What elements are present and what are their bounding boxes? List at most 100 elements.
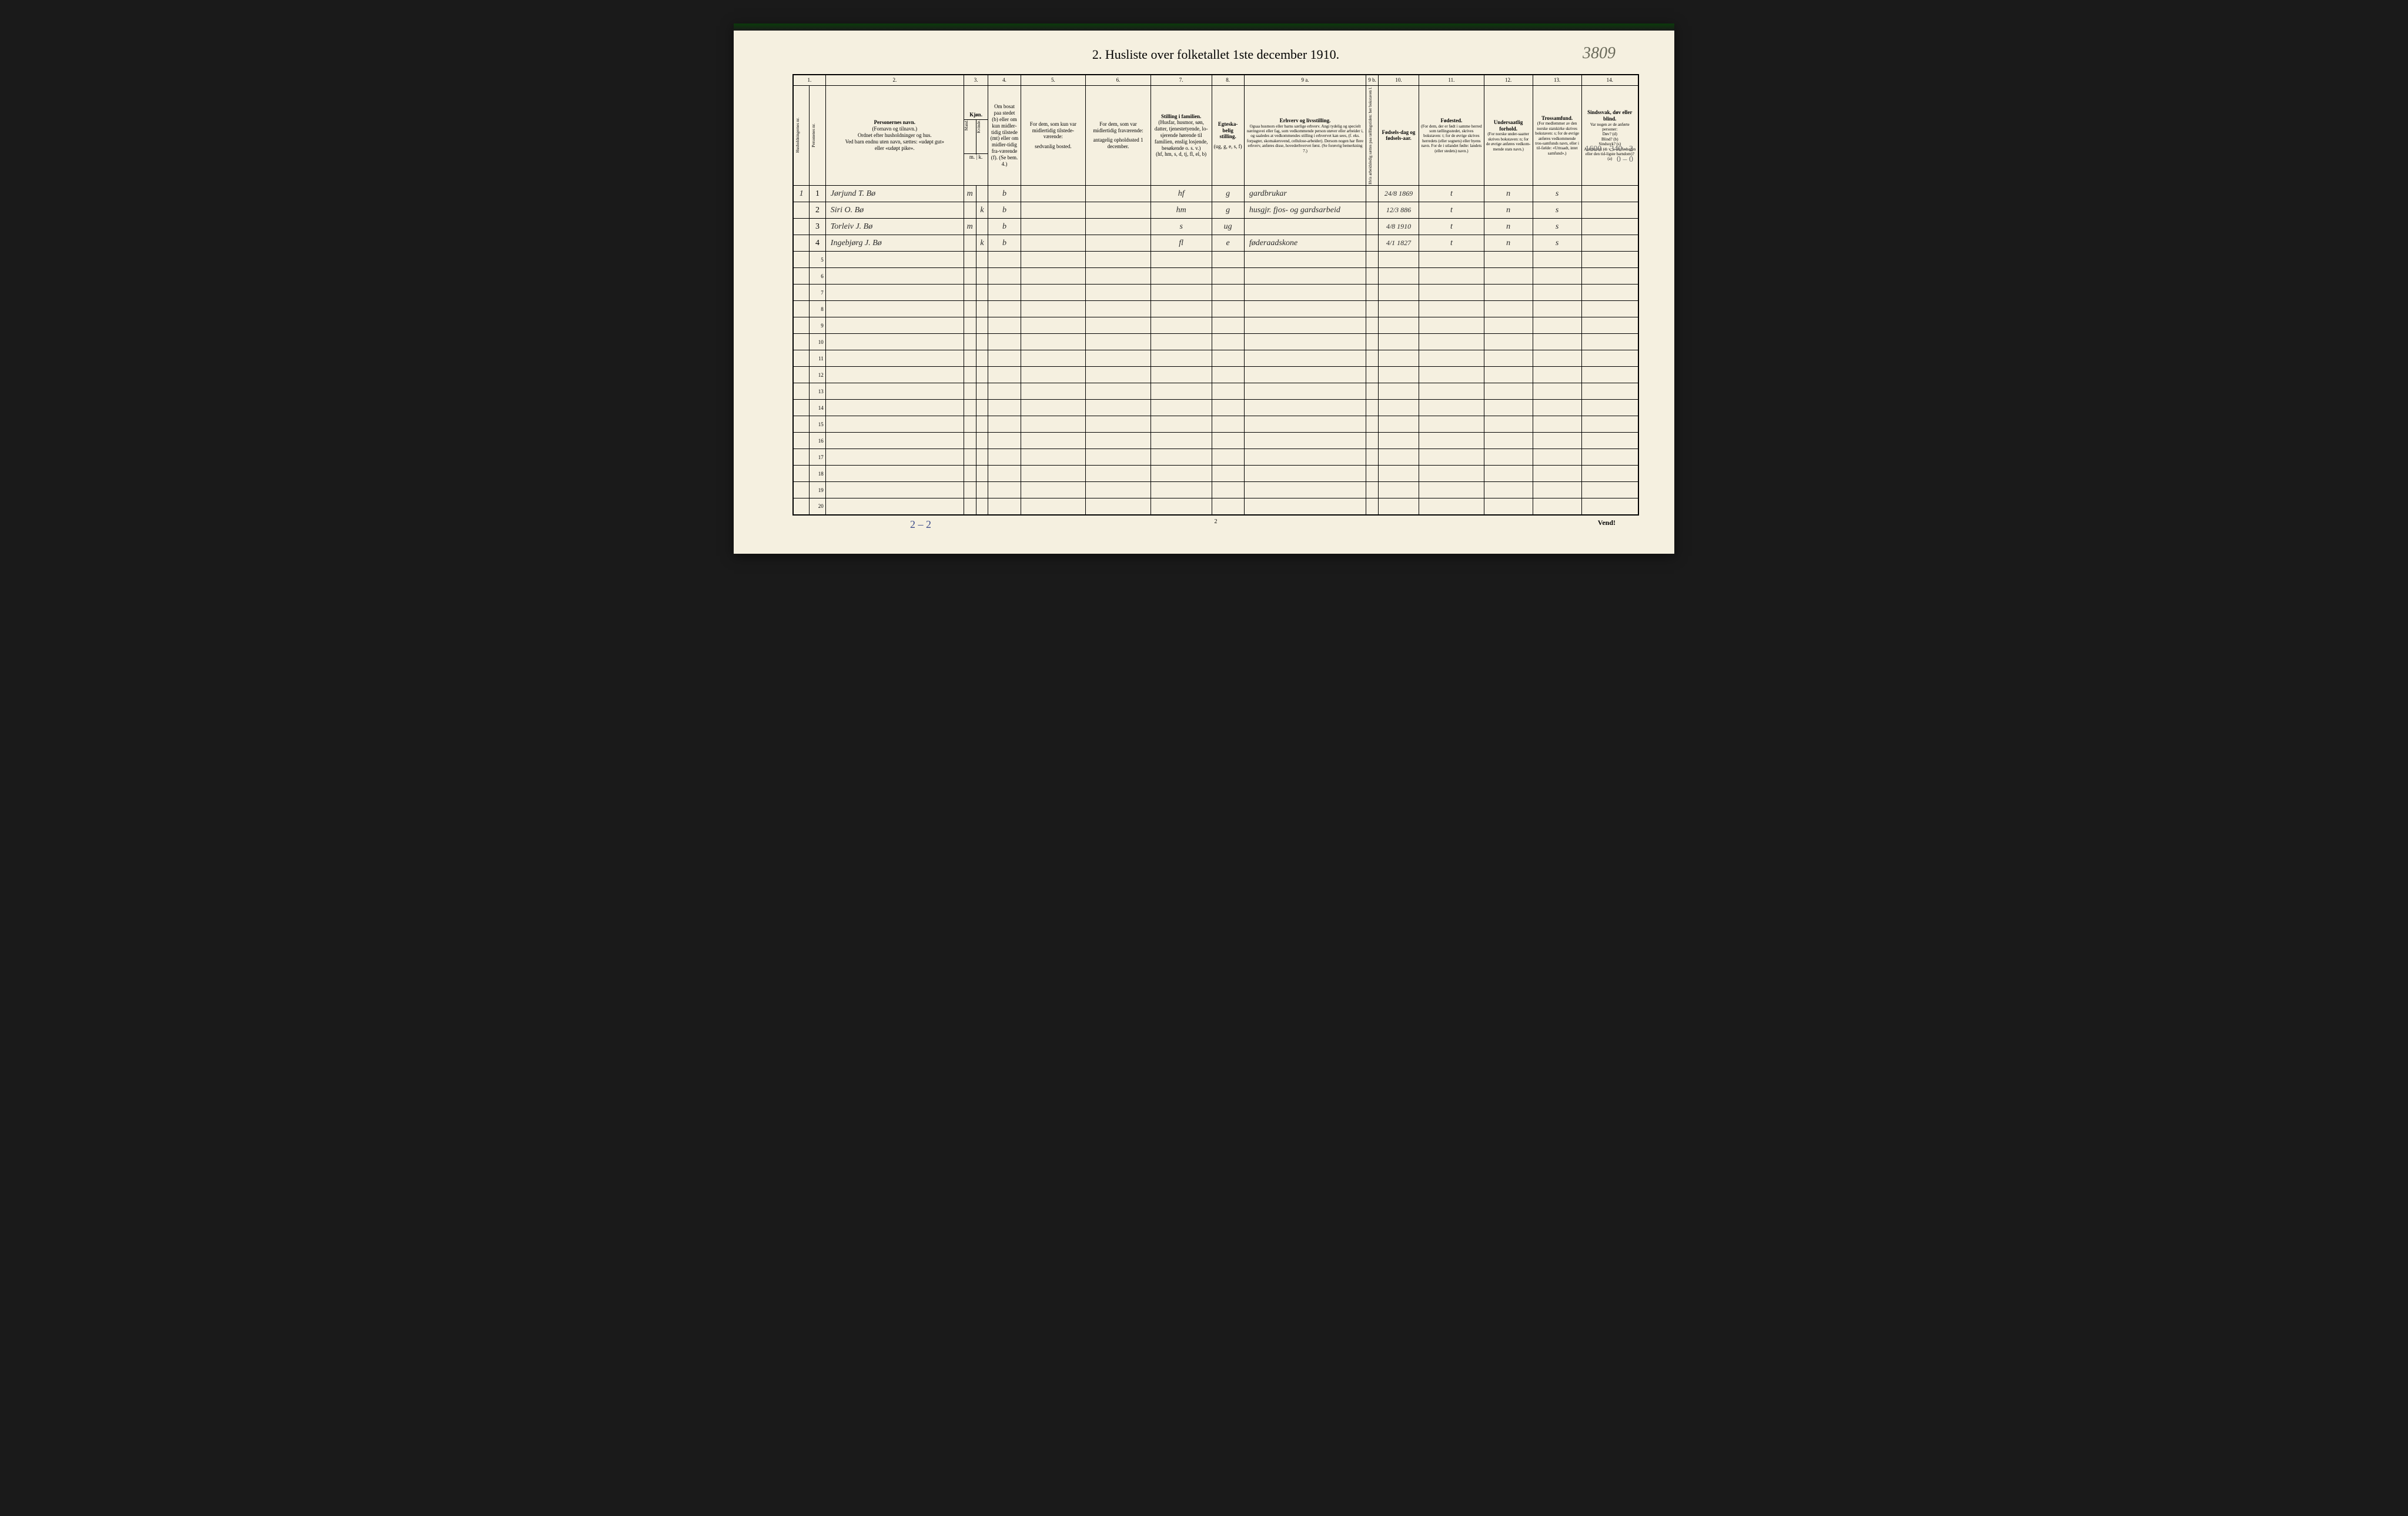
colnum-6: 6. — [1086, 75, 1151, 85]
cell — [1484, 400, 1533, 416]
cell — [1378, 449, 1419, 466]
person-num: 2 — [810, 202, 826, 219]
h12-nationality: Undersaatlig forhold. (For norske under-… — [1484, 85, 1533, 186]
cell — [976, 350, 988, 367]
table-row: 2 Siri O. Bø k b hm g husgjr. fjos- og g… — [793, 202, 1638, 219]
sex-m — [964, 202, 976, 219]
cell — [1378, 416, 1419, 433]
cell — [1378, 317, 1419, 334]
cell — [1086, 252, 1151, 268]
cell — [1021, 498, 1086, 515]
cell — [1581, 367, 1638, 383]
colnum-1: 1. — [793, 75, 825, 85]
cell — [964, 416, 976, 433]
cell — [1366, 301, 1379, 317]
cell — [825, 268, 964, 285]
h11-birthplace: Fødested. (For dem, der er født i samme … — [1419, 85, 1484, 186]
cell — [1021, 367, 1086, 383]
cell — [976, 466, 988, 482]
cell — [1151, 466, 1212, 482]
cell — [1419, 498, 1484, 515]
cell — [1021, 334, 1086, 350]
cell — [1151, 482, 1212, 498]
person-num: 11 — [810, 350, 826, 367]
h5-tempvisit: For dem, som kun var midlertidig tilsted… — [1021, 85, 1086, 186]
cell — [976, 268, 988, 285]
person-name: Jørjund T. Bø — [825, 186, 964, 202]
cell — [1366, 317, 1379, 334]
cell — [1533, 383, 1581, 400]
cell — [1151, 433, 1212, 449]
cell — [1151, 350, 1212, 367]
cell — [1086, 367, 1151, 383]
cell — [1378, 482, 1419, 498]
cell — [1366, 334, 1379, 350]
cell — [1212, 466, 1244, 482]
cell — [1021, 449, 1086, 466]
cell — [988, 383, 1021, 400]
cell — [1244, 498, 1366, 515]
cell — [964, 334, 976, 350]
table-row-empty: 7 — [793, 285, 1638, 301]
nationality: n — [1484, 235, 1533, 252]
cell — [1581, 449, 1638, 466]
cell — [1378, 252, 1419, 268]
cell — [976, 482, 988, 498]
cell — [1244, 433, 1366, 449]
person-num: 5 — [810, 252, 826, 268]
cell — [1419, 449, 1484, 466]
cell — [1484, 252, 1533, 268]
household-num — [793, 400, 810, 416]
unemployed — [1366, 202, 1379, 219]
cell — [1581, 482, 1638, 498]
h9b-unemployed: Hvis arbeidsledig sættes paa tællingstid… — [1366, 85, 1379, 186]
cell — [988, 367, 1021, 383]
table-row-empty: 13 — [793, 383, 1638, 400]
sex-m: m — [964, 219, 976, 235]
household-num — [793, 416, 810, 433]
cell — [1212, 400, 1244, 416]
household-num — [793, 285, 810, 301]
cell — [1212, 449, 1244, 466]
cell — [1581, 285, 1638, 301]
cell — [1533, 482, 1581, 498]
household-num — [793, 252, 810, 268]
nationality: n — [1484, 202, 1533, 219]
cell — [1086, 466, 1151, 482]
cell — [1021, 400, 1086, 416]
cell — [1378, 285, 1419, 301]
colnum-3: 3. — [964, 75, 988, 85]
sex-k — [976, 186, 988, 202]
household-num — [793, 367, 810, 383]
cell — [1419, 383, 1484, 400]
temp-visit — [1021, 202, 1086, 219]
cell — [1086, 433, 1151, 449]
cell — [1244, 252, 1366, 268]
occupation: husgjr. fjos- og gardsarbeid — [1244, 202, 1366, 219]
cell — [1378, 301, 1419, 317]
sex-k — [976, 219, 988, 235]
cell — [976, 498, 988, 515]
cell — [1151, 301, 1212, 317]
cell — [988, 466, 1021, 482]
cell — [825, 285, 964, 301]
household-num — [793, 466, 810, 482]
cell — [825, 334, 964, 350]
presence: b — [988, 235, 1021, 252]
cell — [1212, 383, 1244, 400]
household-num — [793, 350, 810, 367]
margin-note-2: 0 – 0 — [1585, 155, 1633, 165]
header-number-row: 1. 2. 3. 4. 5. 6. 7. 8. 9 a. 9 b. 10. 11… — [793, 75, 1638, 85]
colnum-14: 14. — [1581, 75, 1638, 85]
person-num: 1 — [810, 186, 826, 202]
cell — [825, 383, 964, 400]
table-row-empty: 17 — [793, 449, 1638, 466]
household-num — [793, 235, 810, 252]
bottom-left-note: 2 – 2 — [910, 518, 931, 531]
household-num — [793, 202, 810, 219]
sex-m — [964, 235, 976, 252]
cell — [1244, 466, 1366, 482]
cell — [1484, 285, 1533, 301]
cell — [1244, 350, 1366, 367]
cell — [976, 252, 988, 268]
